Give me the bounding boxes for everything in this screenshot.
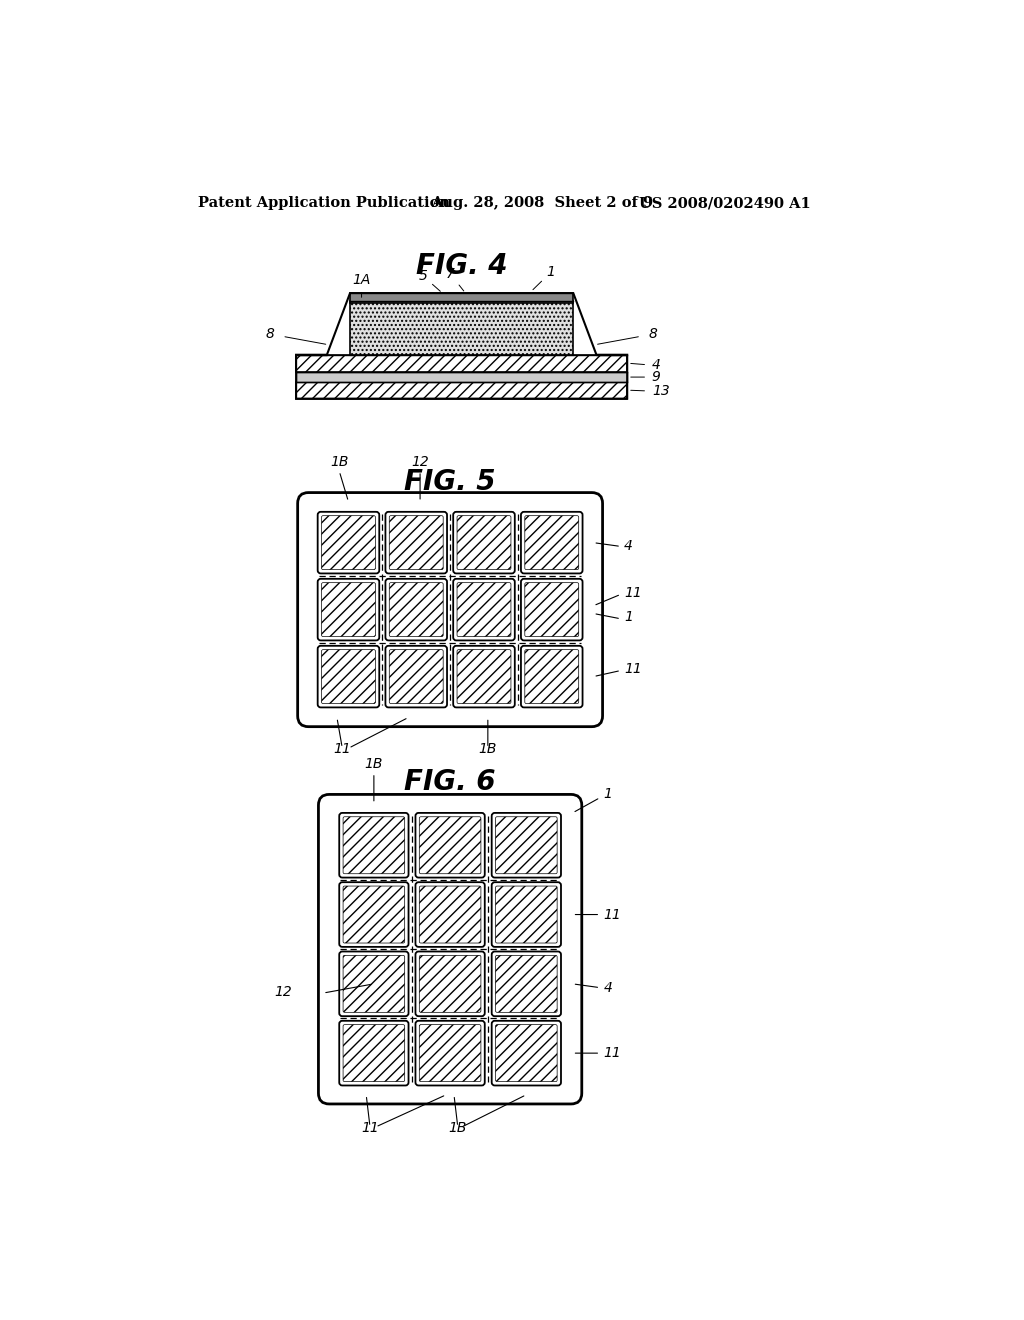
Polygon shape [296,372,628,381]
Text: 8: 8 [265,327,274,341]
FancyBboxPatch shape [521,578,583,640]
FancyBboxPatch shape [322,649,376,704]
FancyBboxPatch shape [318,795,582,1104]
Text: US 2008/0202490 A1: US 2008/0202490 A1 [639,197,811,210]
Text: 1: 1 [532,265,555,289]
Text: 11: 11 [361,1121,379,1135]
FancyBboxPatch shape [343,817,404,874]
Text: 13: 13 [652,384,670,397]
Text: Aug. 28, 2008  Sheet 2 of 9: Aug. 28, 2008 Sheet 2 of 9 [431,197,653,210]
Text: 4: 4 [652,358,660,372]
Text: 1B: 1B [365,758,383,771]
Text: 1B: 1B [478,742,497,756]
FancyBboxPatch shape [419,886,481,942]
FancyBboxPatch shape [298,492,602,726]
FancyBboxPatch shape [419,817,481,874]
Text: 11: 11 [334,742,351,756]
Text: FIG. 4: FIG. 4 [416,252,508,280]
FancyBboxPatch shape [317,512,379,573]
FancyBboxPatch shape [339,813,409,878]
FancyBboxPatch shape [492,813,561,878]
FancyBboxPatch shape [416,813,484,878]
FancyBboxPatch shape [339,882,409,946]
FancyBboxPatch shape [389,649,443,704]
FancyBboxPatch shape [317,578,379,640]
Text: FIG. 6: FIG. 6 [404,768,496,796]
FancyBboxPatch shape [457,516,511,570]
Polygon shape [296,381,628,399]
Text: 1B: 1B [330,455,348,470]
FancyBboxPatch shape [339,952,409,1016]
FancyBboxPatch shape [457,582,511,636]
FancyBboxPatch shape [343,956,404,1012]
FancyBboxPatch shape [492,1020,561,1085]
FancyBboxPatch shape [385,578,447,640]
Polygon shape [296,355,628,372]
Text: 7: 7 [445,267,464,290]
FancyBboxPatch shape [343,886,404,942]
FancyBboxPatch shape [496,817,557,874]
FancyBboxPatch shape [454,512,515,573]
FancyBboxPatch shape [416,882,484,946]
FancyBboxPatch shape [322,516,376,570]
Text: 1: 1 [603,787,612,801]
Text: 9: 9 [652,370,660,384]
Text: Patent Application Publication: Patent Application Publication [199,197,451,210]
FancyBboxPatch shape [389,582,443,636]
FancyBboxPatch shape [524,582,579,636]
FancyBboxPatch shape [454,645,515,708]
Text: 11: 11 [603,908,622,921]
FancyBboxPatch shape [385,645,447,708]
Text: 11: 11 [603,1047,622,1060]
FancyBboxPatch shape [317,645,379,708]
FancyBboxPatch shape [389,516,443,570]
FancyBboxPatch shape [492,952,561,1016]
FancyBboxPatch shape [416,952,484,1016]
FancyBboxPatch shape [496,956,557,1012]
Text: 8: 8 [649,327,657,341]
Polygon shape [350,293,573,304]
FancyBboxPatch shape [419,1024,481,1081]
Text: 1A: 1A [352,273,371,297]
Text: 1B: 1B [449,1121,467,1135]
FancyBboxPatch shape [521,512,583,573]
FancyBboxPatch shape [524,649,579,704]
Text: FIG. 5: FIG. 5 [404,467,496,496]
FancyBboxPatch shape [454,578,515,640]
Text: 12: 12 [274,985,292,998]
Text: 1: 1 [625,610,633,624]
FancyBboxPatch shape [385,512,447,573]
FancyBboxPatch shape [322,582,376,636]
FancyBboxPatch shape [521,645,583,708]
FancyBboxPatch shape [419,956,481,1012]
FancyBboxPatch shape [496,1024,557,1081]
FancyBboxPatch shape [339,1020,409,1085]
Text: 5: 5 [419,269,440,292]
Text: 4: 4 [603,981,612,995]
FancyBboxPatch shape [416,1020,484,1085]
FancyBboxPatch shape [343,1024,404,1081]
FancyBboxPatch shape [496,886,557,942]
Polygon shape [350,301,573,355]
Text: 11: 11 [625,586,642,599]
Text: 11: 11 [625,661,642,676]
Text: 12: 12 [412,455,429,470]
Text: 4: 4 [625,540,633,553]
FancyBboxPatch shape [524,516,579,570]
FancyBboxPatch shape [457,649,511,704]
FancyBboxPatch shape [492,882,561,946]
